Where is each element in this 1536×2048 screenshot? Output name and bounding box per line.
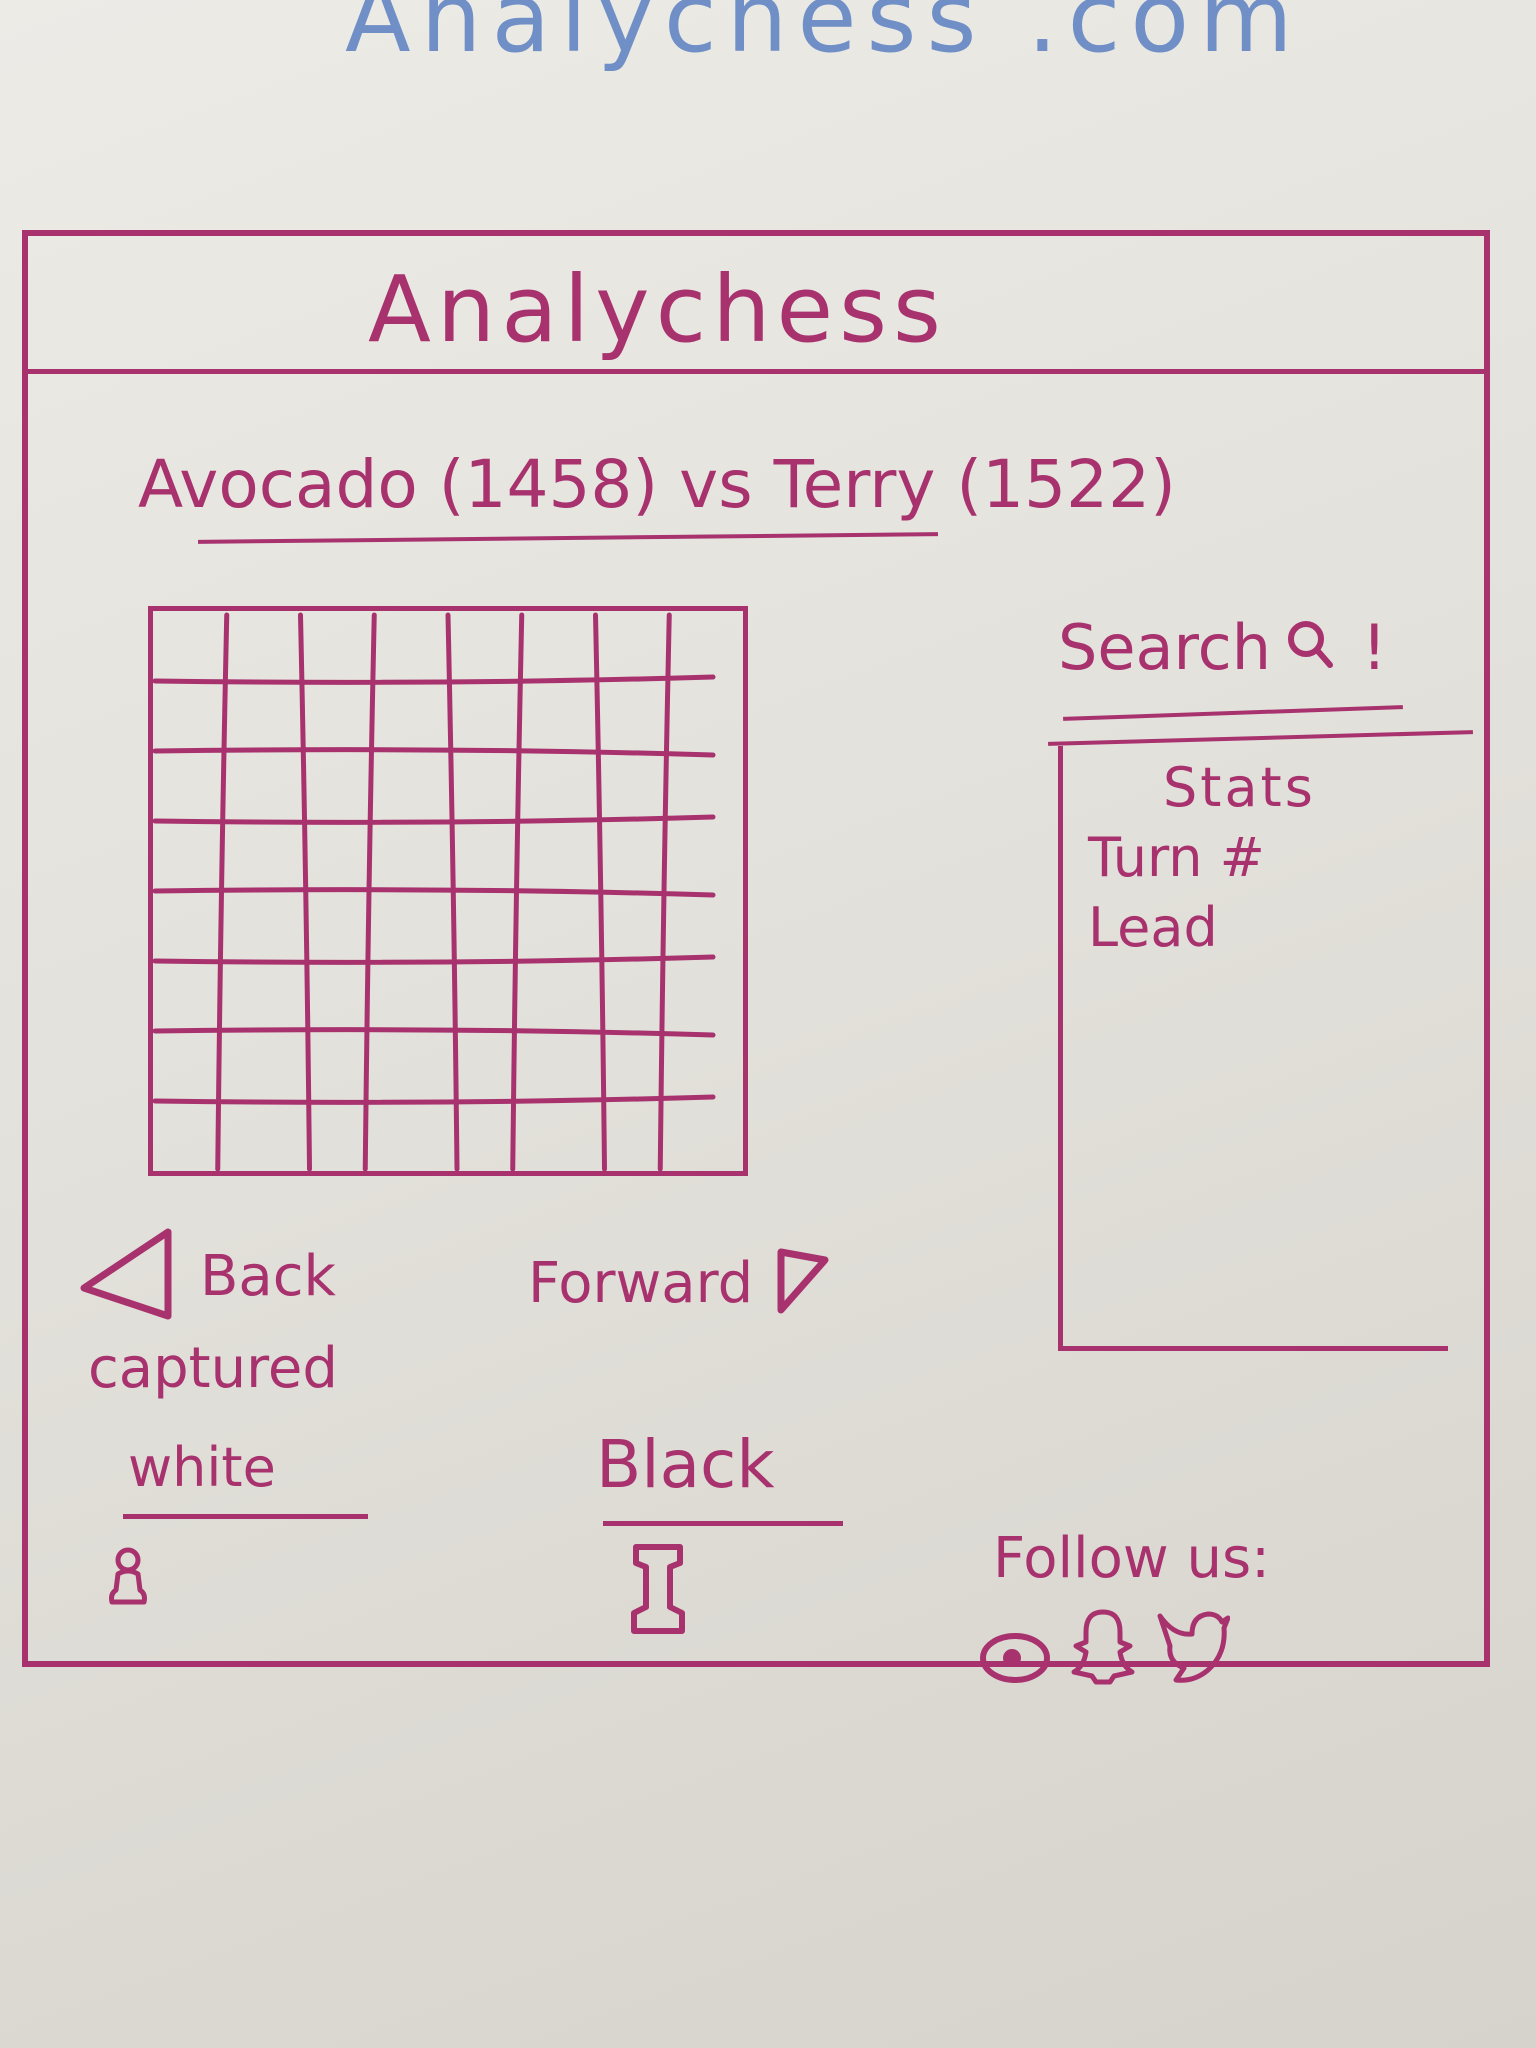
board-row-line	[153, 814, 716, 825]
search-label[interactable]: Search	[1058, 611, 1272, 684]
snapchat-icon[interactable]	[1070, 1606, 1136, 1690]
pawn-icon	[106, 1546, 150, 1610]
match-title: Avocado (1458) vs Terry (1522)	[138, 446, 1176, 523]
instagram-icon[interactable]	[978, 1630, 1052, 1690]
app-title: Analychess	[368, 256, 947, 363]
captured-white-label: white	[128, 1436, 276, 1499]
search-icon[interactable]	[1286, 618, 1352, 683]
board-grid	[153, 612, 716, 1171]
app-window: Analychess Avocado (1458) vs Terry (1522…	[22, 230, 1490, 1685]
board-row-line	[153, 747, 716, 758]
header-bar: Analychess	[28, 236, 1484, 374]
board-row-line	[153, 954, 716, 965]
board-row-line	[153, 1094, 716, 1105]
search-underline	[1063, 705, 1403, 721]
twitter-icon[interactable]	[1154, 1606, 1231, 1690]
back-label: Back	[200, 1243, 336, 1309]
stats-turn-label: Turn #	[1088, 826, 1265, 889]
back-arrow-icon	[76, 1226, 176, 1326]
forward-label: Forward	[528, 1250, 754, 1316]
back-button[interactable]: Back	[76, 1226, 336, 1326]
board-row-line	[153, 1027, 716, 1038]
forward-arrow-icon	[773, 1246, 833, 1320]
captured-black-label: Black	[596, 1426, 775, 1503]
follow-us-label: Follow us:	[993, 1526, 1270, 1591]
captured-white-underline	[123, 1514, 368, 1519]
search-bar[interactable]: Search !	[1058, 611, 1387, 684]
rook-icon	[626, 1541, 690, 1641]
social-links	[978, 1606, 1231, 1690]
board-row-line	[153, 674, 716, 685]
site-url: Analychess .com	[345, 0, 1303, 74]
stats-heading: Stats	[1163, 756, 1316, 819]
forward-button[interactable]: Forward	[528, 1246, 833, 1320]
board-row-line	[153, 887, 716, 898]
captured-black-underline	[603, 1521, 843, 1526]
chess-board[interactable]	[148, 606, 748, 1176]
match-title-underline	[197, 532, 939, 544]
stats-lead-label: Lead	[1088, 896, 1218, 959]
stats-panel: Stats Turn # Lead	[1058, 746, 1448, 1351]
search-exclamation: !	[1361, 611, 1387, 684]
captured-label: captured	[88, 1336, 338, 1401]
stats-top-border	[1048, 730, 1473, 746]
